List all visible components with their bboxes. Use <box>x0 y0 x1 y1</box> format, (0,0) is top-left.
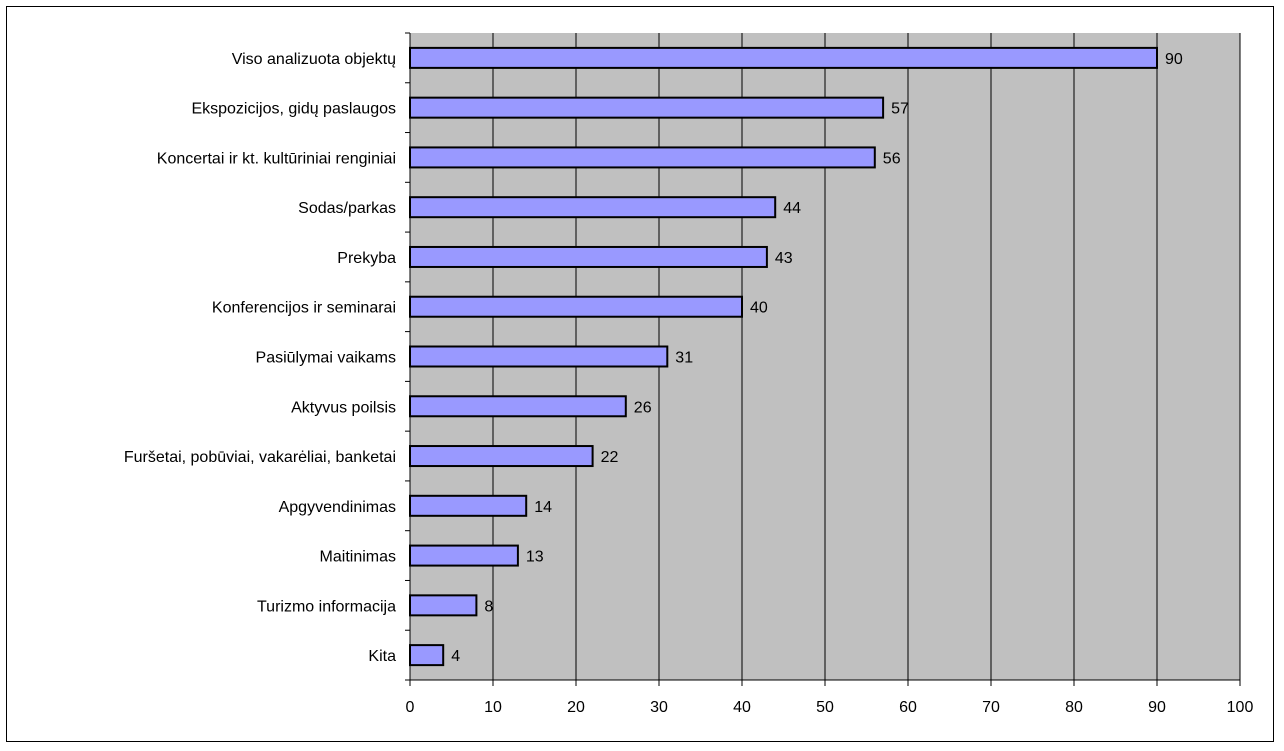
x-tick-label: 60 <box>899 699 917 716</box>
bar-value-label: 57 <box>891 101 909 118</box>
bar <box>409 644 445 667</box>
x-tick-label: 30 <box>650 699 668 716</box>
bar-value-label: 43 <box>775 250 793 267</box>
x-tick-label: 40 <box>733 699 751 716</box>
bar-value-label: 13 <box>526 549 544 566</box>
category-label: Viso analizuota objektų <box>232 51 396 68</box>
bar <box>409 96 885 119</box>
bar-value-label: 44 <box>783 200 801 217</box>
x-tick-label: 90 <box>1148 699 1166 716</box>
bar <box>409 594 478 617</box>
category-label: Kita <box>368 648 396 665</box>
bar <box>409 345 669 368</box>
category-labels: Viso analizuota objektų Ekspozicijos, gid… <box>124 51 396 665</box>
category-label: Prekyba <box>337 250 396 267</box>
bar <box>409 245 768 268</box>
bar-value-label: 31 <box>675 350 693 367</box>
x-tick-label: 50 <box>816 699 834 716</box>
category-label: Pasiūlymai vaikams <box>256 350 396 367</box>
bar-value-label: 40 <box>750 300 768 317</box>
bar-value-label: 90 <box>1165 51 1183 68</box>
x-tick-labels: 0 10 20 30 40 50 60 70 80 90 100 <box>406 699 1254 716</box>
category-label: Koncertai ir kt. kultūriniai renginiai <box>157 150 396 167</box>
x-tick-label: 100 <box>1227 699 1254 716</box>
bar-value-label: 22 <box>601 449 619 466</box>
bar <box>409 196 777 219</box>
x-tick-label: 70 <box>982 699 1000 716</box>
category-label: Konferencijos ir seminarai <box>212 300 396 317</box>
bar-value-label: 4 <box>451 648 460 665</box>
category-label: Furšetai, pobūviai, vakarėliai, banketai <box>124 449 396 466</box>
category-label: Turizmo informacija <box>257 598 396 615</box>
category-label: Maitinimas <box>320 549 396 566</box>
bar <box>409 46 1158 69</box>
bars <box>409 46 1158 667</box>
bar <box>409 295 743 318</box>
category-label: Aktyvus poilsis <box>291 399 396 416</box>
x-tick-label: 20 <box>567 699 585 716</box>
category-label: Sodas/parkas <box>298 200 396 217</box>
category-label: Ekspozicijos, gidų paslaugos <box>191 101 396 118</box>
bar-value-label: 26 <box>634 399 652 416</box>
bar-value-label: 8 <box>484 598 493 615</box>
bar <box>409 494 528 517</box>
x-tick-label: 0 <box>406 699 415 716</box>
bar <box>409 395 627 418</box>
bar-value-label: 14 <box>534 499 552 516</box>
bar <box>409 445 594 468</box>
x-tick-label: 10 <box>484 699 502 716</box>
x-tick-label: 80 <box>1065 699 1083 716</box>
axes <box>405 32 1241 686</box>
bar <box>409 146 876 169</box>
category-label: Apgyvendinimas <box>279 499 396 516</box>
bar <box>409 544 519 567</box>
bar-value-label: 56 <box>883 150 901 167</box>
data-labels: 90 57 56 44 43 40 31 26 22 14 13 8 4 <box>451 51 1183 665</box>
